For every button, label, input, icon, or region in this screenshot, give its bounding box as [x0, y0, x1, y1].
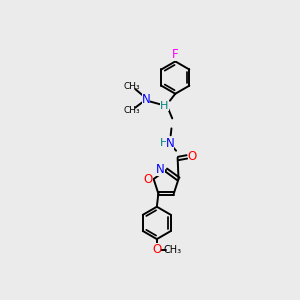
Text: N: N [142, 93, 150, 106]
Text: H: H [160, 138, 168, 148]
Text: CH₃: CH₃ [123, 106, 140, 115]
Text: N: N [156, 163, 165, 176]
Text: F: F [172, 48, 178, 61]
Text: O: O [152, 243, 161, 256]
Text: N: N [166, 136, 174, 149]
Text: CH₃: CH₃ [163, 245, 181, 255]
Text: CH₃: CH₃ [124, 82, 140, 91]
Text: H: H [160, 101, 169, 111]
Text: O: O [144, 173, 153, 186]
Text: O: O [188, 150, 197, 164]
